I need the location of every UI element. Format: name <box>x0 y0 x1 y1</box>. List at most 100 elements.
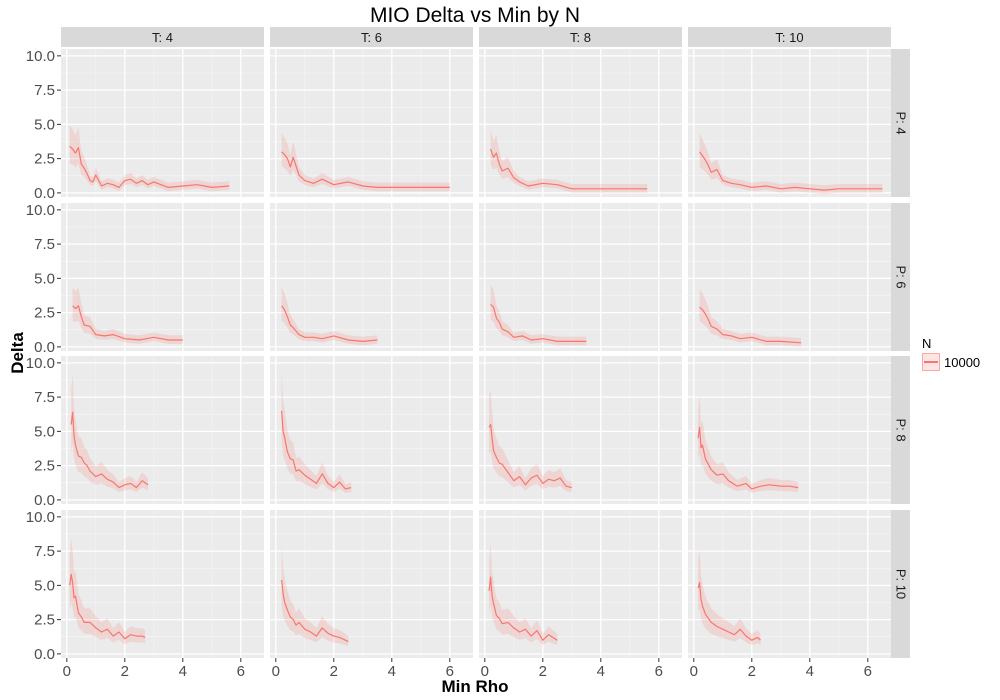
y-axis-title: Delta <box>8 332 27 374</box>
confidence-ribbon <box>698 550 761 646</box>
panel-background <box>688 356 891 504</box>
row-strip-label: P: 6 <box>894 265 909 288</box>
series-line <box>72 305 183 341</box>
panel-background <box>270 49 473 197</box>
series-line <box>488 576 558 641</box>
y-tick-label: 0.0 <box>34 492 55 509</box>
panel-background <box>61 510 264 658</box>
series-line <box>699 151 883 191</box>
series-line <box>69 145 230 188</box>
x-tick-label: 0 <box>481 663 489 680</box>
x-tick-label: 6 <box>237 663 245 680</box>
x-tick-label: 4 <box>597 663 605 680</box>
x-tick-label: 6 <box>446 663 454 680</box>
confidence-ribbon <box>490 129 648 193</box>
series-line <box>697 581 761 641</box>
panel-background <box>688 49 891 197</box>
y-tick-label: 2.5 <box>34 458 55 475</box>
y-tick-label: 7.5 <box>34 389 55 406</box>
row-strip <box>891 510 910 658</box>
y-tick-label: 10.0 <box>26 509 55 526</box>
y-tick-label: 5.0 <box>34 270 55 287</box>
y-tick-label: 2.5 <box>34 612 55 629</box>
confidence-ribbon <box>69 538 146 645</box>
series-line <box>490 303 587 342</box>
panel-background <box>270 510 473 658</box>
panel-background <box>61 203 264 351</box>
col-strip <box>270 27 473 47</box>
col-strip-label: T: 6 <box>361 30 382 45</box>
series-line <box>281 151 450 188</box>
confidence-ribbon <box>71 372 148 492</box>
series-line <box>70 411 149 489</box>
x-tick-label: 0 <box>63 663 71 680</box>
panel-background <box>61 49 264 197</box>
y-tick-label: 10.0 <box>26 355 55 372</box>
panel-background <box>479 203 682 351</box>
y-tick-label: 0.0 <box>34 646 55 663</box>
y-tick-label: 5.0 <box>34 423 55 440</box>
series-line <box>488 423 572 489</box>
series-line <box>281 305 378 342</box>
confidence-ribbon <box>699 289 802 347</box>
col-strip <box>479 27 682 47</box>
confidence-ribbon <box>72 287 183 344</box>
x-tick-label: 2 <box>748 663 756 680</box>
row-strip <box>891 49 910 197</box>
y-tick-label: 7.5 <box>34 82 55 99</box>
panel-background <box>479 510 682 658</box>
x-tick-label: 0 <box>272 663 280 680</box>
panel-background <box>688 510 891 658</box>
y-tick-label: 7.5 <box>34 236 55 253</box>
row-strip <box>891 356 910 504</box>
x-tick-label: 2 <box>121 663 129 680</box>
series-line <box>697 426 799 490</box>
legend-label: 10000 <box>944 354 981 370</box>
chart-title: MIO Delta vs Min by N <box>369 4 581 27</box>
y-tick-label: 5.0 <box>34 116 55 133</box>
legend-entry: 10000 <box>922 353 980 371</box>
confidence-ribbon <box>489 542 558 646</box>
row-strip-label: P: 4 <box>894 111 909 134</box>
panel-background <box>270 203 473 351</box>
x-tick-label: 2 <box>330 663 338 680</box>
series-line <box>69 573 146 640</box>
confidence-ribbon <box>281 133 450 192</box>
y-tick-label: 2.5 <box>34 151 55 168</box>
x-tick-label: 4 <box>388 663 396 680</box>
y-tick-label: 5.0 <box>34 577 55 594</box>
x-tick-label: 0 <box>690 663 698 680</box>
series-line <box>490 148 648 190</box>
panel-background <box>270 356 473 504</box>
legend: N 10000 <box>922 336 980 371</box>
x-tick-label: 4 <box>806 663 814 680</box>
x-axis-title: Min Rho <box>441 677 509 696</box>
col-strip-label: T: 8 <box>570 30 591 45</box>
y-tick-label: 0.0 <box>34 339 55 356</box>
series-line <box>281 410 352 490</box>
x-tick-label: 6 <box>655 663 663 680</box>
y-tick-label: 7.5 <box>34 543 55 560</box>
panel-background <box>688 203 891 351</box>
x-tick-label: 4 <box>179 663 187 680</box>
x-tick-label: 2 <box>539 663 547 680</box>
confidence-ribbon <box>490 285 587 346</box>
y-tick-label: 2.5 <box>34 305 55 322</box>
series-line <box>699 306 802 344</box>
col-strip-label: T: 10 <box>775 30 803 45</box>
confidence-ribbon <box>489 390 572 492</box>
col-strip-label: T: 4 <box>152 30 173 45</box>
x-tick-label: 6 <box>864 663 872 680</box>
confidence-ribbon <box>281 546 349 646</box>
legend-title: N <box>922 336 932 351</box>
legend-key-swatch <box>922 353 940 371</box>
y-tick-label: 10.0 <box>26 202 55 219</box>
series-line <box>281 579 349 643</box>
y-tick-label: 10.0 <box>26 48 55 65</box>
confidence-ribbon <box>281 370 352 493</box>
panel-background <box>479 49 682 197</box>
confidence-ribbon <box>281 287 378 346</box>
row-strip-label: P: 8 <box>894 418 909 441</box>
